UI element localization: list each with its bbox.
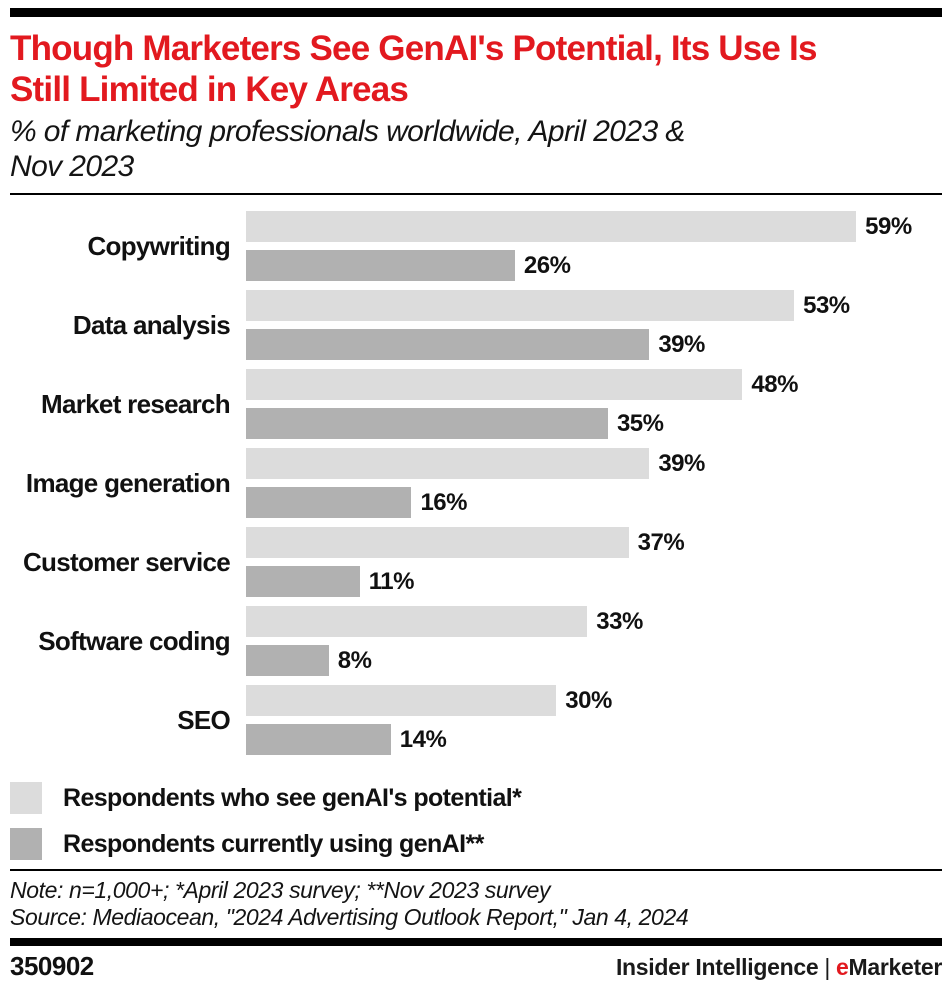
bar-row: 11% bbox=[246, 566, 942, 597]
bar-pair: 53% 39% bbox=[246, 290, 942, 360]
legend-label-using: Respondents currently using genAI** bbox=[63, 829, 484, 858]
bar-potential bbox=[246, 606, 588, 637]
title-line-1: Though Marketers See GenAI's Potential, … bbox=[10, 29, 817, 68]
value-label: 48% bbox=[751, 370, 798, 398]
bar-pair: 59% 26% bbox=[246, 211, 942, 281]
bar-potential bbox=[246, 369, 743, 400]
footer: 350902 Insider Intelligence | eMarketer bbox=[10, 951, 942, 982]
brand-emarketer-e: e bbox=[836, 954, 849, 980]
legend-swatch-dark bbox=[10, 828, 42, 860]
bar-row: 59% bbox=[246, 211, 942, 242]
page-subtitle: % of marketing professionals worldwide, … bbox=[10, 114, 942, 184]
category-label: Market research bbox=[41, 388, 231, 419]
category-label: Image generation bbox=[25, 467, 231, 498]
bar-using bbox=[246, 408, 608, 439]
bar-pair: 37% 11% bbox=[246, 527, 942, 597]
divider-under-subtitle bbox=[10, 193, 942, 195]
value-label: 53% bbox=[803, 291, 850, 319]
value-label: 39% bbox=[658, 449, 705, 477]
value-label: 26% bbox=[523, 251, 571, 279]
brand-emarketer: eMarketer bbox=[836, 954, 942, 980]
bar-group: SEO 30% 14% bbox=[10, 685, 942, 755]
value-label: 16% bbox=[420, 488, 467, 516]
bar-using bbox=[246, 724, 391, 755]
bar-potential bbox=[246, 290, 795, 321]
bar-potential bbox=[246, 448, 650, 479]
brand-insider-intelligence: Insider Intelligence bbox=[615, 954, 819, 980]
legend-swatch-light bbox=[10, 782, 42, 814]
bar-group: Market research 48% 35% bbox=[10, 369, 942, 439]
value-label: 37% bbox=[637, 528, 685, 556]
bar-using bbox=[246, 487, 412, 518]
bar-row: 14% bbox=[246, 724, 942, 755]
bar-row: 39% bbox=[246, 448, 942, 479]
value-label: 33% bbox=[596, 607, 643, 635]
bar-chart: Copywriting 59% 26% Data analysis 53% 39% Mark… bbox=[10, 211, 942, 755]
top-rule-bar bbox=[10, 8, 942, 17]
page-title: Though Marketers See GenAI's Potential, … bbox=[10, 28, 942, 110]
bar-row: 53% bbox=[246, 290, 942, 321]
chart-id: 350902 bbox=[10, 951, 94, 981]
note-text: Note: n=1,000+; *April 2023 survey; **No… bbox=[10, 877, 551, 903]
brand-emarketer-rest: Marketer bbox=[848, 954, 943, 980]
value-label: 35% bbox=[616, 409, 664, 437]
category-label: Copywriting bbox=[87, 230, 230, 261]
legend-item-potential: Respondents who see genAI's potential* bbox=[10, 782, 942, 814]
bar-pair: 30% 14% bbox=[246, 685, 942, 755]
value-label: 14% bbox=[399, 725, 447, 753]
brand-lockup: Insider Intelligence | eMarketer bbox=[616, 954, 942, 981]
legend-item-using: Respondents currently using genAI** bbox=[10, 828, 942, 860]
category-label: Data analysis bbox=[72, 309, 231, 340]
bar-row: 37% bbox=[246, 527, 942, 558]
bar-row: 35% bbox=[246, 408, 942, 439]
source-text: Source: Mediaocean, "2024 Advertising Ou… bbox=[10, 904, 689, 930]
bar-row: 26% bbox=[246, 250, 942, 281]
bar-row: 39% bbox=[246, 329, 942, 360]
bar-row: 33% bbox=[246, 606, 942, 637]
bar-potential bbox=[246, 685, 557, 716]
bar-using bbox=[246, 645, 329, 676]
category-label: Software coding bbox=[38, 625, 230, 656]
note-block: Note: n=1,000+; *April 2023 survey; **No… bbox=[10, 877, 942, 931]
category-label: SEO bbox=[177, 704, 231, 735]
bar-pair: 48% 35% bbox=[246, 369, 942, 439]
bar-group: Customer service 37% 11% bbox=[10, 527, 942, 597]
bar-group: Data analysis 53% 39% bbox=[10, 290, 942, 360]
value-label: 11% bbox=[368, 567, 415, 595]
bar-pair: 39% 16% bbox=[246, 448, 942, 518]
category-label: Customer service bbox=[22, 546, 231, 577]
subtitle-line-1: % of marketing professionals worldwide, … bbox=[10, 115, 685, 148]
value-label: 8% bbox=[337, 646, 372, 674]
subtitle-line-2: Nov 2023 bbox=[10, 150, 134, 183]
legend-label-potential: Respondents who see genAI's potential* bbox=[63, 783, 522, 812]
bar-row: 48% bbox=[246, 369, 942, 400]
bar-group: Image generation 39% 16% bbox=[10, 448, 942, 518]
value-label: 59% bbox=[865, 212, 912, 240]
bar-pair: 33% 8% bbox=[246, 606, 942, 676]
title-line-2: Still Limited in Key Areas bbox=[10, 70, 409, 109]
bottom-rule-bar bbox=[10, 938, 942, 946]
bar-row: 30% bbox=[246, 685, 942, 716]
bar-potential bbox=[246, 527, 629, 558]
bar-using bbox=[246, 250, 515, 281]
value-label: 30% bbox=[565, 686, 612, 714]
bar-group: Copywriting 59% 26% bbox=[10, 211, 942, 281]
bar-using bbox=[246, 566, 360, 597]
bar-row: 16% bbox=[246, 487, 942, 518]
bar-row: 8% bbox=[246, 645, 942, 676]
chart-legend: Respondents who see genAI's potential* R… bbox=[10, 782, 942, 860]
bar-potential bbox=[246, 211, 857, 242]
bar-using bbox=[246, 329, 650, 360]
brand-separator: | bbox=[824, 954, 830, 980]
divider-above-note bbox=[10, 869, 942, 871]
value-label: 39% bbox=[658, 330, 705, 358]
bar-group: Software coding 33% 8% bbox=[10, 606, 942, 676]
